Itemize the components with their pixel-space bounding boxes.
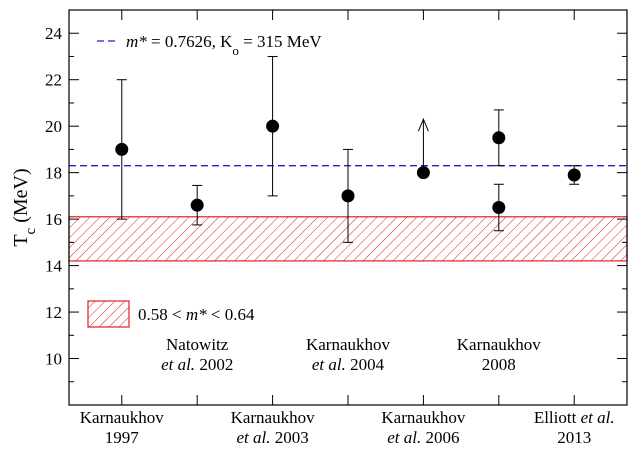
top-label-line1-0: Natowitz	[166, 335, 229, 354]
y-tick-label-3: 16	[45, 210, 62, 229]
data-point-4	[416, 166, 430, 180]
data-point-0	[115, 142, 129, 156]
y-tick-label-4: 18	[45, 164, 62, 183]
lower-limit-arrow-4	[417, 117, 429, 132]
y-tick-label-1: 12	[45, 303, 62, 322]
bottom-label-line2-0: 1997	[105, 428, 140, 447]
data-point-3	[341, 189, 355, 203]
data-point-5	[492, 131, 506, 145]
y-tick-label-0: 10	[45, 350, 62, 369]
legend-reference-label: m* = 0.7626, Ko = 315 MeV	[126, 32, 322, 58]
data-point-2	[266, 119, 280, 133]
data-point-1	[190, 198, 204, 212]
y-tick-label-7: 24	[45, 24, 63, 43]
data-point-7	[567, 168, 581, 182]
data-point-6	[492, 201, 506, 214]
bottom-label-line2-2: et al. 2006	[387, 428, 459, 447]
y-tick-label-5: 20	[45, 117, 62, 136]
top-label-line1-1: Karnaukhov	[306, 335, 391, 354]
y-tick-label-6: 22	[45, 71, 62, 90]
top-label-line1-2: Karnaukhov	[457, 335, 542, 354]
top-label-line2-0: et al. 2002	[161, 355, 233, 374]
legend-band-label: 0.58 < m* < 0.64	[138, 305, 255, 324]
bottom-label-line2-3: 2013	[557, 428, 591, 447]
bottom-label-line1-0: Karnaukhov	[80, 408, 165, 427]
bottom-label-line1-3: Elliott et al.	[534, 408, 615, 427]
top-label-line2-2: 2008	[482, 355, 516, 374]
bottom-label-line2-1: et al. 2003	[236, 428, 308, 447]
bottom-label-line1-1: Karnaukhov	[231, 408, 316, 427]
text-layer: 10 12 14 16 18 20 22 24 Tc (MeV) m* = 0.7626, Ko …	[10, 24, 615, 447]
y-tick-label-2: 14	[45, 257, 63, 276]
bottom-label-line1-2: Karnaukhov	[381, 408, 466, 427]
data-points-layer	[115, 55, 581, 243]
y-axis-label: Tc (MeV)	[10, 168, 39, 246]
top-label-line2-1: et al. 2004	[312, 355, 385, 374]
axes-layer	[68, 9, 628, 406]
legend-hatch-sample	[87, 300, 130, 328]
